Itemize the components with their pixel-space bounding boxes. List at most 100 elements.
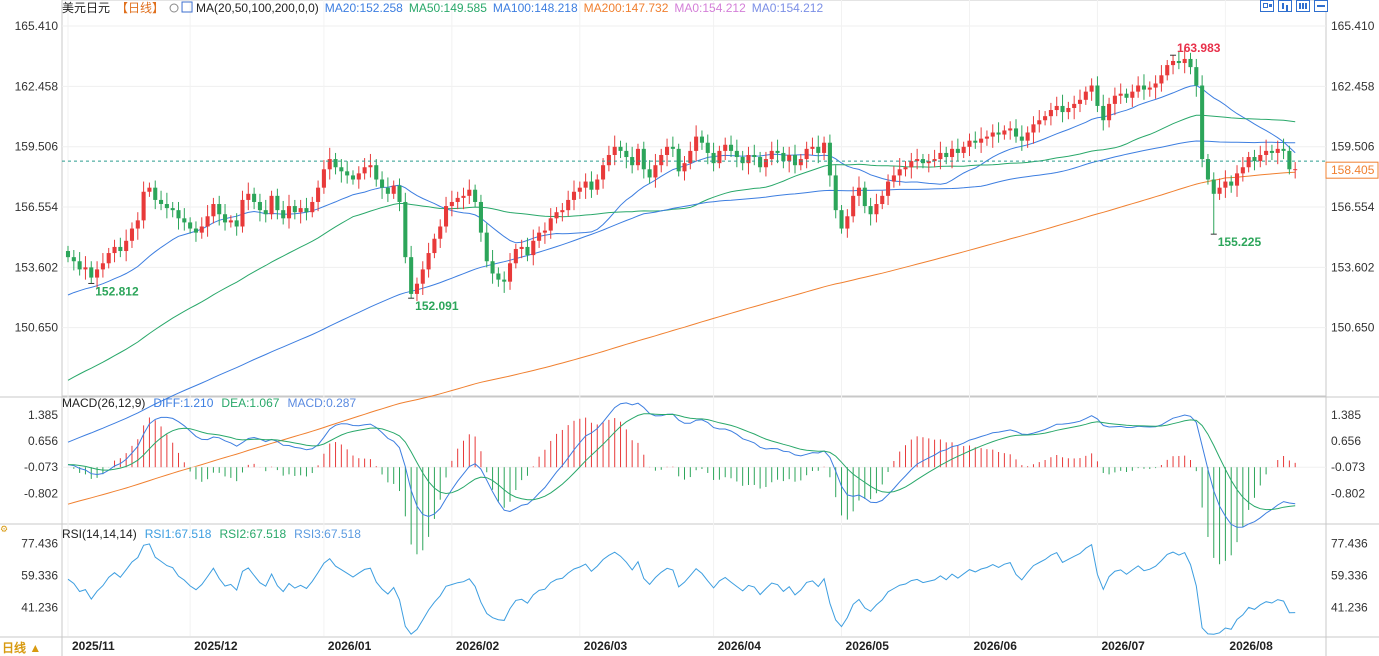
rsi-tick-label-left: 59.336 [21, 568, 58, 582]
candle-body [1153, 83, 1158, 88]
annotation-low: 155.225 [1218, 235, 1262, 249]
candle-body [816, 146, 821, 153]
last-price-label: 158.405 [1331, 163, 1375, 177]
candle-body [874, 204, 879, 215]
main-panel-border [61, 0, 1327, 397]
candle-body [246, 193, 251, 200]
candle-body [589, 181, 594, 190]
candle-body [118, 246, 123, 252]
candle-body [182, 218, 187, 223]
candle-body [391, 185, 396, 194]
candle-body [880, 195, 885, 205]
candle-body [1246, 157, 1251, 168]
candle-body [984, 136, 989, 139]
toolbar [1260, 0, 1328, 12]
labels: 158.405 163.983 152.812 152.091 155.225 美元日元【… [62, 1, 1379, 541]
rsi-header-label: RSI(14,14,14) [62, 527, 137, 541]
candle-body [502, 279, 507, 282]
candle-body [385, 187, 390, 194]
bar-chart-icon[interactable] [1278, 0, 1292, 12]
candle-body [537, 232, 542, 241]
moving-average-lines [67, 84, 1296, 505]
candle-body [944, 152, 949, 158]
crosshair-icon[interactable] [1260, 0, 1274, 12]
rsi-header-label: RSI2:67.518 [219, 527, 286, 541]
x-tick-label: 2025/11 [72, 639, 115, 653]
candle-body [1217, 187, 1222, 194]
candle-body [699, 136, 704, 143]
rsi-tick-label-right: 77.436 [1331, 536, 1368, 550]
candle-body [147, 187, 152, 192]
columns-icon[interactable] [1296, 0, 1310, 12]
candle-body [1060, 105, 1065, 113]
candle-body [153, 187, 158, 200]
candle-body [461, 195, 466, 198]
candle-body [560, 210, 565, 213]
candle-body [1252, 157, 1257, 162]
candle-body [577, 187, 582, 192]
candle-body [135, 220, 140, 229]
ma-prefix-label: MA(20,50,100,200,0,0) [196, 1, 319, 15]
annotation-high: 163.983 [1177, 41, 1221, 55]
rsi-panel [67, 543, 1296, 635]
candle-body [211, 204, 216, 217]
ma50-line [67, 114, 1296, 381]
candle-body [728, 144, 734, 151]
candle-body [531, 240, 536, 256]
candle-body [1147, 87, 1152, 90]
candle-body [595, 179, 600, 190]
ma-value-label: MA20:152.258 [325, 1, 403, 15]
annotation-low: 152.091 [415, 299, 459, 313]
candle-body [1159, 75, 1164, 84]
candle-body [1264, 150, 1269, 155]
candle-body [1205, 159, 1210, 180]
candle-body [374, 165, 379, 180]
candle-body [717, 150, 722, 164]
candle-body [1031, 124, 1036, 133]
candle-body [316, 187, 321, 202]
candle-body [1287, 150, 1292, 170]
candle-body [426, 253, 431, 270]
candle-body [1019, 136, 1024, 141]
candle-body [1002, 130, 1007, 135]
annotation-low: 152.812 [95, 284, 139, 298]
macd-tick-label-left: 0.656 [28, 434, 58, 448]
candle-body [292, 206, 297, 213]
minimize-icon[interactable] [1314, 0, 1328, 12]
candle-body [124, 240, 129, 252]
y-tick-label-left: 150.650 [15, 321, 59, 335]
rsi-tick-label-right: 59.336 [1331, 568, 1368, 582]
candle-body [938, 152, 943, 160]
period-selector[interactable]: 日线 ▲ [2, 641, 42, 655]
candle-body [1176, 60, 1181, 64]
x-tick-label: 2026/08 [1229, 639, 1273, 653]
candle-body [467, 189, 472, 196]
candle-body [897, 169, 902, 176]
macd-header-label: DIFF:1.210 [153, 396, 213, 410]
candle-body [554, 212, 559, 219]
settings-icon[interactable]: ⚙ [0, 524, 9, 534]
candle-body [1188, 58, 1193, 68]
candle-body [804, 148, 809, 160]
candle-body [345, 171, 350, 176]
candle-body [159, 199, 164, 205]
candle-body [420, 269, 425, 284]
candle-body [781, 152, 786, 162]
candle-body [1229, 181, 1234, 186]
y-tick-label-left: 153.602 [15, 260, 59, 274]
candle-body [1194, 67, 1199, 86]
candle-body [199, 226, 204, 233]
candle-body [1275, 148, 1280, 153]
candle-body [909, 161, 914, 168]
macd-dea-line [67, 413, 1296, 511]
macd-tick-label-right: -0.073 [1331, 460, 1365, 474]
candle-body [525, 246, 530, 256]
candle-body [1054, 105, 1059, 111]
last-price-box [1325, 161, 1379, 179]
candle-body [624, 150, 629, 158]
candle-body [217, 204, 222, 215]
candle-body [833, 175, 838, 211]
candle-body [310, 201, 315, 213]
